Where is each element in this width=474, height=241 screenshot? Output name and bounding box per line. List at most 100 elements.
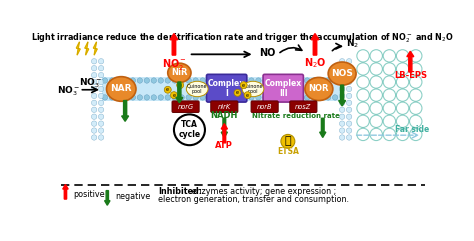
Circle shape (346, 107, 352, 113)
Circle shape (339, 73, 345, 78)
Text: Quinone
pool: Quinone pool (187, 84, 208, 94)
Text: nirK: nirK (218, 104, 231, 110)
Text: NAR: NAR (110, 85, 132, 94)
Text: NO$_2^-$: NO$_2^-$ (162, 57, 186, 72)
Circle shape (200, 78, 205, 83)
Circle shape (339, 66, 345, 71)
Circle shape (99, 73, 104, 78)
Circle shape (165, 78, 171, 83)
Circle shape (346, 86, 352, 92)
Circle shape (339, 59, 345, 64)
Text: e: e (242, 83, 245, 88)
Circle shape (283, 95, 289, 100)
Circle shape (263, 78, 268, 83)
Circle shape (214, 95, 219, 100)
Circle shape (283, 78, 289, 83)
Circle shape (99, 100, 104, 106)
Text: NIR: NIR (171, 68, 188, 77)
Circle shape (249, 78, 254, 83)
Circle shape (298, 95, 303, 100)
Polygon shape (76, 42, 80, 55)
Circle shape (91, 100, 97, 106)
Text: NO$_3^-$: NO$_3^-$ (79, 77, 102, 90)
FancyArrow shape (319, 118, 326, 137)
Circle shape (158, 78, 164, 83)
FancyBboxPatch shape (172, 101, 199, 113)
Circle shape (193, 95, 198, 100)
Ellipse shape (168, 63, 191, 82)
Circle shape (346, 59, 352, 64)
Circle shape (137, 78, 143, 83)
Circle shape (99, 121, 104, 126)
Circle shape (346, 114, 352, 119)
Circle shape (242, 78, 247, 83)
Circle shape (102, 95, 108, 100)
Circle shape (311, 78, 317, 83)
Text: NADH: NADH (210, 111, 238, 120)
Text: Complex
I: Complex I (208, 79, 245, 98)
Circle shape (277, 78, 282, 83)
FancyArrow shape (122, 100, 128, 121)
Circle shape (214, 78, 219, 83)
Circle shape (99, 114, 104, 119)
Circle shape (91, 121, 97, 126)
Circle shape (179, 95, 184, 100)
FancyBboxPatch shape (290, 101, 317, 113)
Circle shape (91, 135, 97, 140)
Circle shape (228, 95, 233, 100)
Circle shape (91, 114, 97, 119)
Circle shape (193, 78, 198, 83)
Circle shape (326, 95, 331, 100)
Circle shape (339, 114, 345, 119)
Circle shape (304, 95, 310, 100)
FancyArrow shape (176, 82, 183, 103)
Circle shape (130, 95, 136, 100)
Circle shape (346, 93, 352, 99)
Circle shape (207, 95, 212, 100)
Circle shape (277, 95, 282, 100)
Text: N$_2$: N$_2$ (346, 37, 359, 50)
Text: Inhibited:: Inhibited: (158, 187, 202, 196)
Circle shape (291, 95, 296, 100)
Circle shape (99, 59, 104, 64)
Circle shape (200, 95, 205, 100)
Circle shape (304, 78, 310, 83)
Circle shape (186, 95, 191, 100)
Text: norG: norG (177, 104, 194, 110)
FancyBboxPatch shape (211, 101, 238, 113)
Circle shape (116, 78, 122, 83)
Circle shape (240, 82, 247, 89)
Circle shape (102, 78, 108, 83)
Circle shape (91, 93, 97, 99)
Circle shape (123, 78, 128, 83)
Circle shape (346, 79, 352, 85)
FancyArrow shape (221, 118, 228, 137)
Circle shape (164, 86, 171, 93)
Circle shape (270, 78, 275, 83)
Text: e: e (166, 87, 169, 92)
Circle shape (172, 95, 177, 100)
Circle shape (242, 95, 247, 100)
Ellipse shape (186, 81, 208, 97)
Circle shape (346, 73, 352, 78)
Circle shape (99, 135, 104, 140)
Text: ⓔ: ⓔ (284, 136, 291, 146)
Circle shape (346, 128, 352, 133)
Text: electron generation, transfer and consumption.: electron generation, transfer and consum… (158, 194, 349, 204)
Text: Complex
III: Complex III (264, 79, 302, 98)
Circle shape (99, 128, 104, 133)
Circle shape (144, 95, 149, 100)
Circle shape (339, 121, 345, 126)
Circle shape (291, 78, 296, 83)
Text: NO$_3^-$: NO$_3^-$ (57, 85, 80, 98)
Text: LB-EPS: LB-EPS (394, 71, 427, 80)
Circle shape (144, 78, 149, 83)
Circle shape (326, 78, 331, 83)
Polygon shape (85, 42, 89, 55)
Polygon shape (93, 42, 97, 55)
Circle shape (109, 78, 115, 83)
Circle shape (171, 92, 177, 99)
FancyArrow shape (407, 51, 414, 72)
Text: Quinone
pool: Quinone pool (243, 84, 263, 94)
Circle shape (91, 59, 97, 64)
